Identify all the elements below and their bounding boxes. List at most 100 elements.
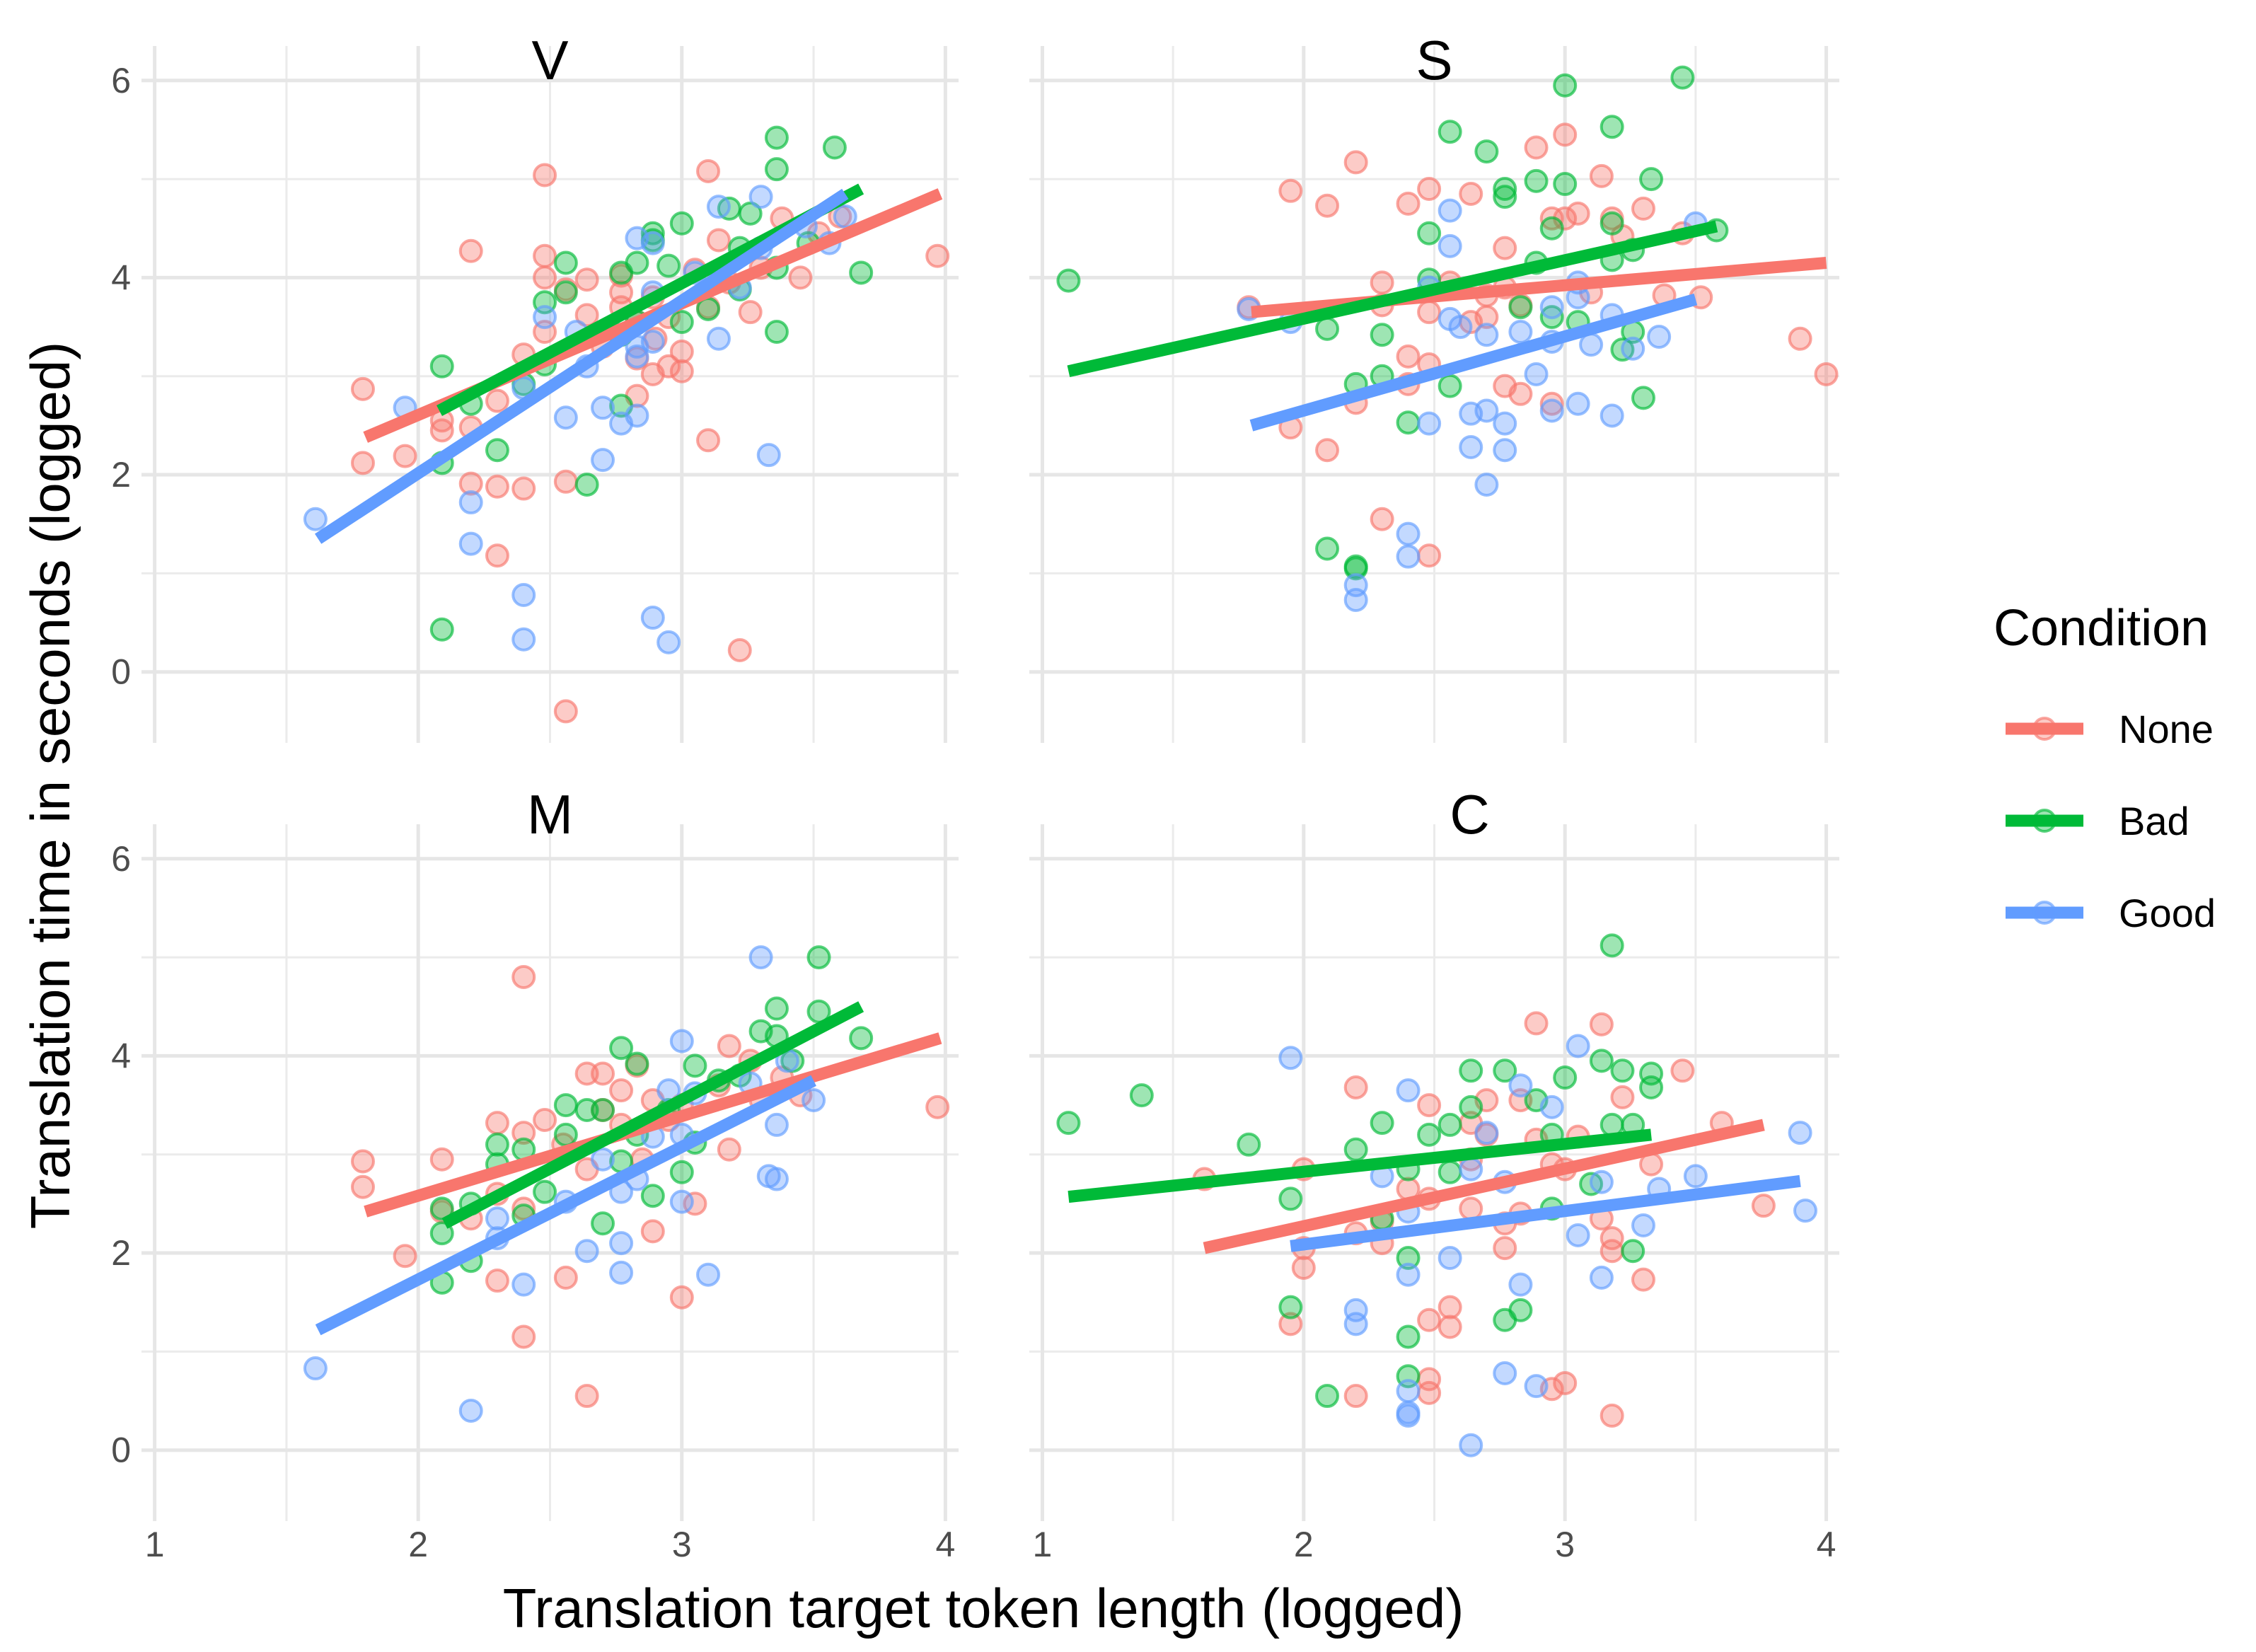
point-bad [1438,1160,1462,1184]
point-bad [764,320,789,345]
point-bad [591,1211,615,1236]
point-none [1553,1370,1578,1395]
point-good [1396,521,1421,546]
point-good [640,231,665,255]
point-good [1566,1034,1590,1058]
trend-line-bad [441,1001,864,1229]
point-bad [1600,115,1624,139]
point-none [717,1137,741,1162]
trend-line-good [1249,293,1698,432]
point-good [1508,320,1533,345]
x-tick-label: 1 [1033,1525,1053,1564]
trend-line-good [314,188,849,544]
point-none [1417,300,1442,325]
point-bad [764,996,789,1021]
point-bad [429,354,454,379]
point-good [706,195,731,219]
point-bad [656,253,681,278]
trend-line-bad [1067,220,1718,378]
point-bad [1589,1049,1614,1073]
point-good [511,1272,536,1297]
panel-V: V 0 2 4 6 [111,29,959,743]
legend-label: Bad [2119,799,2190,843]
point-none [669,339,694,364]
point-none [574,303,599,328]
point-good [1539,295,1564,320]
point-none [1278,1312,1303,1336]
point-good [625,344,649,369]
point-none [1600,1226,1624,1251]
point-good [1438,233,1462,258]
point-bad [1438,374,1462,398]
panel-title: V [531,29,568,91]
y-tick-label: 4 [111,258,131,297]
point-good [1417,411,1442,436]
point-none [1524,135,1549,160]
point-none [511,1324,536,1349]
point-bad [553,250,578,275]
point-none [1438,1315,1462,1339]
panel-M: M 0 2 4 6 1 2 3 4 [111,783,959,1564]
point-bad [553,280,578,305]
point-none [738,300,763,325]
point-bad [1370,323,1394,347]
point-good [625,403,649,428]
point-none [1370,270,1394,295]
point-bad [822,135,847,160]
point-none [350,451,375,475]
point-none [533,265,557,290]
point-none [1315,193,1340,218]
point-none [696,158,721,183]
point-good [1508,1073,1533,1098]
point-none [1524,1011,1549,1036]
point-good [706,326,731,351]
point-good [1474,472,1499,497]
point-none [696,428,721,453]
point-bad [806,945,831,970]
x-tick-label: 2 [1294,1525,1314,1564]
point-good [533,305,557,330]
point-good [1589,1169,1614,1194]
point-good [656,630,681,654]
point-none [925,1094,950,1119]
point-good [609,1231,634,1256]
point-good [1647,324,1672,349]
point-none [1553,122,1578,147]
trend-line-good [315,1075,816,1336]
point-none [1493,236,1517,260]
point-good [1396,1403,1421,1428]
point-none [669,1285,694,1310]
legend-point [2032,809,2057,833]
point-good [1631,1213,1655,1238]
point-none [1315,438,1340,463]
point-none [1417,543,1442,568]
point-good [591,1147,615,1172]
legend: Condition None Bad Good [1994,600,2216,935]
point-bad [1539,216,1564,241]
point-good [1396,1262,1421,1287]
point-none [485,474,509,499]
point-bad [1278,1186,1303,1211]
point-good [574,1239,599,1264]
point-bad [429,1196,454,1221]
point-good [1396,1078,1421,1103]
x-tick-label: 4 [1817,1525,1836,1564]
point-bad [1056,268,1081,293]
trend-line-none [1203,1119,1765,1254]
point-bad [1553,73,1578,98]
point-none [1566,201,1590,226]
point-good [303,507,328,531]
point-good [748,945,773,970]
point-none [533,1107,557,1132]
point-bad [1610,1058,1635,1083]
point-none [1631,196,1655,221]
point-bad [1417,1122,1442,1147]
point-none [1343,150,1368,175]
point-bad [1508,295,1533,320]
point-good [1438,198,1462,223]
point-none [458,238,483,263]
point-bad [669,1160,694,1184]
trend-line-bad [1068,1128,1652,1203]
point-bad [1621,1239,1645,1264]
y-axis-title: Translation time in seconds (logged) [19,342,81,1229]
